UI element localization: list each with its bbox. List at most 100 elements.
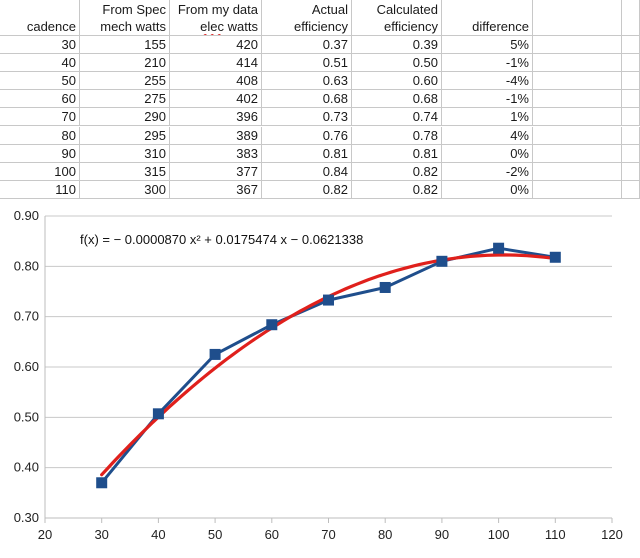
- empty-cell[interactable]: [622, 108, 640, 127]
- table-cell[interactable]: 0.37: [262, 36, 352, 55]
- header-line-2: mech watts: [100, 19, 166, 34]
- table-cell[interactable]: 40: [0, 54, 80, 73]
- table-cell[interactable]: 0.78: [352, 126, 442, 145]
- table-cell[interactable]: 90: [0, 144, 80, 163]
- efficiency-chart[interactable]: 0.30 0.40 0.50 0.60 0.70 0.80 0.90 20 30 40 50 60 70…: [0, 200, 640, 558]
- table-cell[interactable]: 0.81: [352, 144, 442, 163]
- empty-cell[interactable]: [533, 108, 622, 127]
- data-point-marker[interactable]: [323, 294, 334, 306]
- column-header[interactable]: difference: [442, 0, 533, 36]
- table-cell[interactable]: 396: [170, 108, 262, 127]
- column-header[interactable]: From Spec mech watts: [80, 0, 170, 36]
- column-header[interactable]: cadence: [0, 0, 80, 36]
- data-point-marker[interactable]: [436, 255, 448, 267]
- empty-cell[interactable]: [622, 0, 640, 36]
- data-point-marker[interactable]: [152, 408, 164, 420]
- data-point-marker[interactable]: [266, 319, 278, 331]
- table-cell[interactable]: 0.50: [352, 54, 442, 73]
- table-cell[interactable]: 0.63: [262, 72, 352, 91]
- table-cell[interactable]: 420: [170, 36, 262, 55]
- data-point-marker[interactable]: [549, 251, 561, 263]
- table-cell[interactable]: 377: [170, 162, 262, 181]
- y-tick-label: 0.60: [14, 359, 39, 374]
- table-cell[interactable]: 0.84: [262, 162, 352, 181]
- header-line-2: difference: [472, 19, 529, 34]
- header-line-1: From my data: [177, 2, 258, 17]
- table-cell[interactable]: -1%: [442, 90, 533, 109]
- table-cell[interactable]: 1%: [442, 108, 533, 127]
- table-cell[interactable]: 4%: [442, 126, 533, 145]
- table-cell[interactable]: 0.81: [262, 144, 352, 163]
- column-header[interactable]: Actual efficiency: [262, 0, 352, 36]
- empty-cell[interactable]: [622, 162, 640, 181]
- empty-cell[interactable]: [622, 144, 640, 163]
- table-cell[interactable]: 0.39: [352, 36, 442, 55]
- table-cell[interactable]: 0.76: [262, 126, 352, 145]
- table-cell[interactable]: -4%: [442, 72, 533, 91]
- column-header[interactable]: From my data elec watts: [170, 0, 262, 36]
- table-cell[interactable]: 110: [0, 180, 80, 199]
- data-point-marker[interactable]: [379, 281, 391, 293]
- x-tick-label: 110: [545, 527, 566, 542]
- table-cell[interactable]: 0.74: [352, 108, 442, 127]
- table-cell[interactable]: 0.82: [352, 162, 442, 181]
- table-cell[interactable]: 0.68: [352, 90, 442, 109]
- table-cell[interactable]: -1%: [442, 54, 533, 73]
- table-cell[interactable]: 5%: [442, 36, 533, 55]
- y-tick-label: 0.50: [14, 409, 39, 424]
- empty-cell[interactable]: [622, 126, 640, 145]
- table-cell[interactable]: 310: [80, 144, 170, 163]
- table-cell[interactable]: 383: [170, 144, 262, 163]
- table-cell[interactable]: 414: [170, 54, 262, 73]
- empty-cell[interactable]: [622, 54, 640, 73]
- table-cell[interactable]: 0.82: [262, 180, 352, 199]
- data-point-marker[interactable]: [96, 477, 108, 489]
- empty-cell[interactable]: [533, 72, 622, 91]
- spreadsheet-table: cadence From Spec mech watts From my data el…: [0, 0, 640, 200]
- table-cell[interactable]: 100: [0, 162, 80, 181]
- table-cell[interactable]: 60: [0, 90, 80, 109]
- table-cell[interactable]: 295: [80, 126, 170, 145]
- empty-cell[interactable]: [533, 36, 622, 55]
- empty-cell[interactable]: [622, 90, 640, 109]
- table-cell[interactable]: -2%: [442, 162, 533, 181]
- table-cell[interactable]: 408: [170, 72, 262, 91]
- empty-cell[interactable]: [533, 54, 622, 73]
- data-point-marker[interactable]: [209, 348, 221, 360]
- empty-cell[interactable]: [533, 144, 622, 163]
- table-cell[interactable]: 275: [80, 90, 170, 109]
- empty-cell[interactable]: [533, 126, 622, 145]
- empty-cell[interactable]: [622, 72, 640, 91]
- empty-cell[interactable]: [533, 162, 622, 181]
- x-tick-label: 70: [321, 527, 335, 542]
- table-cell[interactable]: 0.51: [262, 54, 352, 73]
- table-cell[interactable]: 30: [0, 36, 80, 55]
- empty-cell[interactable]: [533, 180, 622, 199]
- table-cell[interactable]: 402: [170, 90, 262, 109]
- table-cell[interactable]: 0.68: [262, 90, 352, 109]
- table-cell[interactable]: 0.82: [352, 180, 442, 199]
- table-cell[interactable]: 70: [0, 108, 80, 127]
- table-cell[interactable]: 0.73: [262, 108, 352, 127]
- empty-cell[interactable]: [533, 90, 622, 109]
- table-cell[interactable]: 367: [170, 180, 262, 199]
- empty-cell[interactable]: [622, 180, 640, 199]
- table-cell[interactable]: 300: [80, 180, 170, 199]
- table-cell[interactable]: 50: [0, 72, 80, 91]
- table-cell[interactable]: 155: [80, 36, 170, 55]
- spellcheck-squiggle: elec: [200, 19, 225, 34]
- table-cell[interactable]: 210: [80, 54, 170, 73]
- data-point-marker[interactable]: [493, 242, 505, 254]
- empty-cell[interactable]: [622, 36, 640, 55]
- table-cell[interactable]: 255: [80, 72, 170, 91]
- table-cell[interactable]: 80: [0, 126, 80, 145]
- table-cell[interactable]: 0%: [442, 144, 533, 163]
- empty-cell[interactable]: [533, 0, 622, 36]
- column-header[interactable]: Calculated efficiency: [352, 0, 442, 36]
- table-cell[interactable]: 315: [80, 162, 170, 181]
- table-cell[interactable]: 0%: [442, 180, 533, 199]
- table-cell[interactable]: 389: [170, 126, 262, 145]
- table-cell[interactable]: 290: [80, 108, 170, 127]
- table-cell[interactable]: 0.60: [352, 72, 442, 91]
- x-tick-label: 30: [94, 527, 108, 542]
